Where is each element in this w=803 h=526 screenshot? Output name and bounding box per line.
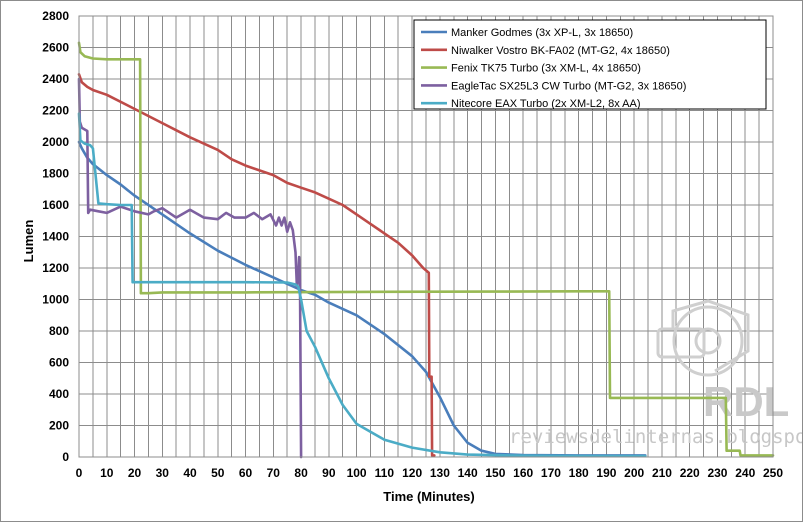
series-line xyxy=(77,41,775,457)
legend-label: Niwalker Vostro BK-FA02 (MT-G2, 4x 18650… xyxy=(451,45,670,57)
y-tick-label: 200 xyxy=(49,419,69,433)
legend-box xyxy=(413,19,767,110)
x-tick-label: 90 xyxy=(322,466,336,480)
y-tick-label: 2000 xyxy=(42,135,69,149)
x-tick-label: 70 xyxy=(267,466,281,480)
series-line xyxy=(77,77,303,459)
x-tick-label: 50 xyxy=(211,466,225,480)
x-tick-label: 40 xyxy=(183,466,197,480)
legend: Manker Godmes (3x XP-L, 3x 18650) Niwalke… xyxy=(413,19,767,110)
y-tick-label: 1000 xyxy=(42,293,69,307)
watermark: RDL reviewsdelinternas.blogspot.com xyxy=(509,299,803,448)
x-tick-label: 30 xyxy=(156,466,170,480)
y-tick-label: 1800 xyxy=(42,167,69,181)
x-tick-label: 60 xyxy=(239,466,253,480)
x-tick-label: 150 xyxy=(485,466,505,480)
y-tick-label: 1400 xyxy=(42,230,69,244)
y-axis-ticks: 0 200 400 600 800 1000 1200 1400 1600 1800 2000 220… xyxy=(42,9,69,464)
x-tick-label: 180 xyxy=(569,466,589,480)
legend-label: Fenix TK75 Turbo (3x XM-L, 4x 18650) xyxy=(451,63,641,75)
x-tick-label: 240 xyxy=(735,466,755,480)
x-tick-label: 210 xyxy=(652,466,672,480)
y-tick-label: 600 xyxy=(49,356,69,370)
x-tick-label: 190 xyxy=(596,466,616,480)
y-tick-label: 1600 xyxy=(42,198,69,212)
y-axis-title: Lumen xyxy=(21,220,36,263)
legend-label: Manker Godmes (3x XP-L, 3x 18650) xyxy=(451,27,633,39)
y-tick-label: 1200 xyxy=(42,261,69,275)
x-axis-title: Time (Minutes) xyxy=(383,489,475,504)
watermark-logo-text: RDL xyxy=(703,378,789,425)
watermark-logo: RDL xyxy=(656,299,789,425)
x-tick-label: 20 xyxy=(128,466,142,480)
series-lines xyxy=(77,41,775,459)
x-tick-label: 250 xyxy=(763,466,783,480)
x-tick-label: 120 xyxy=(402,466,422,480)
series-line xyxy=(77,112,647,458)
x-tick-label: 160 xyxy=(513,466,533,480)
x-tick-label: 140 xyxy=(458,466,478,480)
x-tick-label: 130 xyxy=(430,466,450,480)
gridlines xyxy=(79,16,773,457)
x-tick-label: 10 xyxy=(100,466,114,480)
plot-border xyxy=(78,15,774,458)
x-tick-label: 220 xyxy=(680,466,700,480)
watermark-text: reviewsdelinternas.blogspot.com xyxy=(509,426,802,448)
y-tick-label: 400 xyxy=(49,387,69,401)
x-tick-label: 100 xyxy=(347,466,367,480)
x-tick-label: 110 xyxy=(375,466,395,480)
x-tick-label: 170 xyxy=(541,466,561,480)
series-line xyxy=(77,73,436,457)
x-tick-label: 80 xyxy=(294,466,308,480)
legend-label: Nitecore EAX Turbo (2x XM-L2, 8x AA) xyxy=(451,98,641,110)
y-tick-label: 0 xyxy=(62,450,69,464)
y-tick-label: 2800 xyxy=(42,9,69,23)
x-axis-ticks: 0 10 20 30 40 50 60 70 80 90 100 110 120 130 140 150 160… xyxy=(76,466,784,480)
legend-label: EagleTac SX25L3 CW Turbo (MT-G2, 3x 1865… xyxy=(451,80,686,92)
x-tick-label: 200 xyxy=(624,466,644,480)
x-tick-label: 230 xyxy=(707,466,727,480)
x-tick-label: 0 xyxy=(76,466,83,480)
y-tick-label: 2400 xyxy=(42,72,69,86)
y-tick-label: 2600 xyxy=(42,41,69,55)
y-tick-label: 800 xyxy=(49,324,69,338)
y-tick-label: 2200 xyxy=(42,104,69,118)
